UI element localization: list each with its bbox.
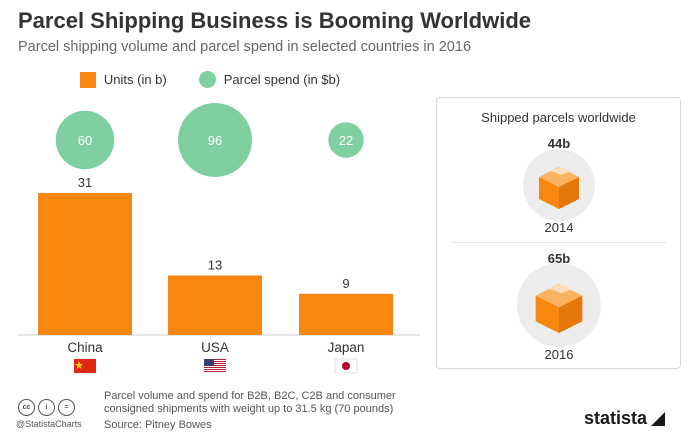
bubble-value-label: 22 — [339, 133, 353, 148]
usa-flag-stripe — [204, 372, 226, 373]
category-label: USA — [201, 340, 229, 355]
statista-logo-icon — [651, 411, 666, 426]
japan-flag-disc — [342, 362, 350, 370]
legend-swatch-units — [79, 71, 96, 88]
category-label: Japan — [328, 340, 365, 355]
usa-flag-stripe — [204, 363, 226, 364]
creative-commons-icon: cc — [18, 399, 35, 416]
statista-logo: statista — [584, 408, 666, 429]
panel-divider — [451, 242, 666, 243]
legend-label-spend: Parcel spend (in $b) — [223, 72, 341, 87]
bar-value-label: 31 — [78, 175, 92, 190]
chart-subtitle: Parcel shipping volume and parcel spend … — [18, 39, 472, 55]
usa-flag-stripe — [204, 367, 226, 368]
footnote: Parcel volume and spend for B2B, B2C, C2… — [104, 390, 396, 415]
legend-item-spend: Parcel spend (in $b) — [198, 71, 341, 88]
legend-label-units: Units (in b) — [103, 72, 167, 87]
shipped-parcels-panel: Shipped parcels worldwide — [436, 97, 681, 369]
chart-title: Parcel Shipping Business is Booming Worl… — [18, 8, 532, 33]
usa-flag-stripe — [204, 364, 226, 365]
brand-name: statista — [584, 408, 648, 428]
usa-flag-stripe — [204, 360, 226, 361]
usa-flag-stripe — [204, 362, 226, 363]
usa-flag-stripe — [204, 371, 226, 372]
bar-value-label: 9 — [342, 276, 349, 291]
legend-item-units: Units (in b) — [79, 71, 167, 88]
legend-swatch-spend — [198, 71, 216, 88]
category-label: China — [67, 340, 103, 355]
usa-flag-stripe — [204, 369, 226, 370]
usa-flag-stripe — [204, 366, 226, 367]
china-flag-field — [74, 359, 96, 373]
usa-flag-canton — [204, 359, 214, 366]
usa-flag-icon — [204, 359, 226, 373]
usa-flag-stripe — [204, 368, 226, 369]
panel-title: Shipped parcels worldwide — [481, 110, 636, 125]
bubble-spend-usa — [178, 103, 252, 177]
usa-flag-stripe — [204, 365, 226, 366]
bar-units-usa — [168, 275, 262, 335]
no-derivatives-icon: = — [58, 399, 75, 416]
bubble-spend-china — [55, 110, 115, 170]
usa-flag-stripe — [204, 361, 226, 362]
usa-flag-stripe — [204, 370, 226, 371]
china-flag-icon — [74, 359, 96, 373]
china-flag-star — [75, 361, 83, 369]
attribution-icon: i — [38, 399, 55, 416]
legend: Units (in b) Parcel spend (in $b) — [0, 71, 420, 88]
usa-flag-stripe — [204, 359, 226, 360]
bubble-spend-japan — [328, 122, 364, 158]
source: Source: Pitney Bowes — [104, 419, 212, 431]
license-icons: cc i = — [18, 399, 75, 416]
bar-units-japan — [299, 293, 393, 335]
twitter-handle: @StatistaCharts — [16, 419, 82, 429]
bubble-value-label: 96 — [208, 133, 222, 148]
japan-flag-icon — [334, 358, 358, 374]
bubble-value-label: 60 — [78, 133, 92, 148]
bar-value-label: 13 — [208, 257, 222, 272]
bar-units-china — [38, 193, 132, 335]
